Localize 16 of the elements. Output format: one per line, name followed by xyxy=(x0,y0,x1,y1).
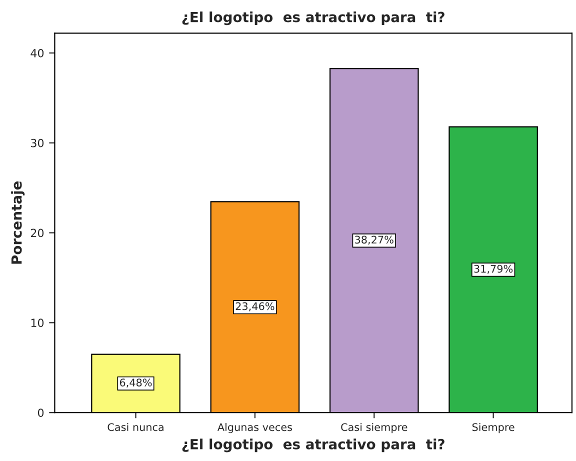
y-tick-label: 30 xyxy=(31,138,44,148)
x-tick-label: Casi siempre xyxy=(341,423,408,434)
data-label: 38,27% xyxy=(355,236,394,245)
y-tick-label: 10 xyxy=(31,318,44,328)
data-label: 23,46% xyxy=(236,302,274,312)
x-axis-title: ¿El logotipo es atractivo para ti? xyxy=(182,438,444,452)
x-tick-label: Casi nunca xyxy=(108,423,164,432)
x-tick-label: Siempre xyxy=(472,423,514,434)
data-label: 6,48% xyxy=(120,378,152,388)
chart-title: ¿El logotipo es atractivo para ti? xyxy=(182,12,444,26)
y-tick-label: 40 xyxy=(30,48,44,58)
y-tick-label: 20 xyxy=(30,228,44,238)
data-label: 31,79% xyxy=(474,264,513,274)
x-tick-label: Algunas veces xyxy=(217,423,292,434)
y-axis-title: Porcentaje xyxy=(11,181,25,264)
y-tick-label: 0 xyxy=(38,408,44,417)
